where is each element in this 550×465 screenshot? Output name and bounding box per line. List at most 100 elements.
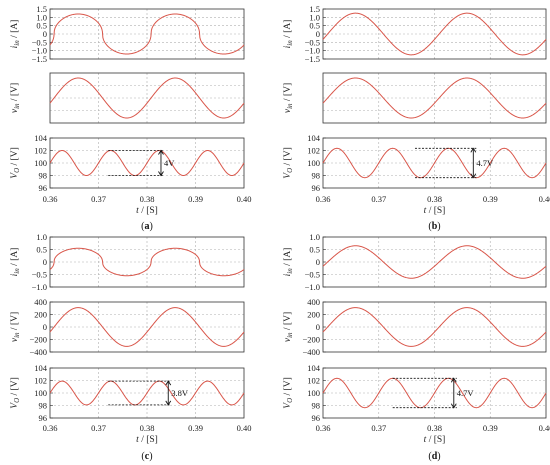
chart-1-xtick-label: 0.38	[427, 194, 442, 204]
chart-1-subplot-0-ylabel-text: iin / [A]	[283, 20, 294, 49]
chart-1-subplot-0-ytick-label: 0	[316, 29, 320, 39]
chart-0-subplot-2-annotation-arrowhead-down	[158, 171, 164, 177]
chart-1-subplot-2-annotation-label: 4.7V	[476, 158, 494, 168]
chart-3-subplot-2-ylabel-text: VO / [V]	[283, 377, 294, 408]
chart-2-subplot-0-ylabel: iin / [A]	[10, 248, 21, 277]
chart-2-subplot-0-ytick-label: −1.0	[32, 282, 47, 292]
chart-2-subplot-0-ylabel-text: iin / [A]	[10, 248, 21, 277]
chart-2-xtick-label: 0.36	[43, 423, 58, 433]
chart-2-subplot-1-ylabel-text: vin / [V]	[10, 312, 21, 342]
chart-0-subplot-0-series-0-line	[49, 13, 245, 55]
chart-2-subplot-0-ytick-label: 1.0	[36, 232, 47, 242]
chart-1-subplot-0-ytick-label: −1.5	[305, 54, 320, 64]
chart-3-subplot-0-ytick-label: 1.0	[309, 232, 320, 242]
chart-1-subplot-2-ylabel-text: VO / [V]	[283, 147, 294, 178]
chart-3-subplot-0-ylabel: iin / [A]	[283, 248, 294, 277]
chart-3-subplot-1-ytick-label: −200	[302, 335, 320, 345]
chart-2-subplot-1-ylabel: vin / [V]	[10, 312, 21, 342]
chart-3-xtick-label: 0.40	[539, 423, 550, 433]
chart-1-xtick-label: 0.39	[483, 194, 498, 204]
chart-1-subplot-1-frame	[322, 72, 547, 124]
chart-2-subplot-0-ytick-label: 0	[43, 257, 47, 267]
chart-2-xtick-label: 0.38	[140, 423, 155, 433]
chart-3-subplot-2-ytick-label: 102	[307, 376, 320, 386]
chart-0-subplot-0-ytick-label: 0.5	[36, 21, 47, 31]
chart-1-caption: (b)	[428, 221, 440, 232]
chart-2-subplot-2-ytick-label: 96	[39, 413, 48, 423]
chart-0-xtick-label: 0.37	[91, 194, 106, 204]
chart-0-subplot-2-annotation-label: 4V	[164, 158, 175, 168]
chart-1-subplot-2-annotation-arrowhead-down	[470, 173, 477, 179]
chart-2-subplot-1-ytick-label: 400	[34, 297, 47, 307]
chart-2-subplot-0-series-0-line	[49, 247, 245, 277]
chart-3-subplot-1-series-0-line	[322, 307, 547, 347]
chart-1-subplot-0-ytick-label: 1.0	[309, 12, 320, 22]
chart-3-xtick-label: 0.39	[483, 423, 498, 433]
chart-0-subplot-0-ytick-label: 1.5	[36, 4, 47, 14]
chart-2-subplot-2-annotation-label: 3.8V	[171, 388, 189, 398]
chart-3-subplot-2-annotation-label: 4.7V	[457, 388, 475, 398]
chart-0-subplot-0-ytick-label: 0	[43, 29, 47, 39]
chart-2-xtick-label: 0.37	[91, 423, 106, 433]
chart-0-subplot-2-ytick-label: 98	[39, 171, 48, 181]
chart-0-subplot-2-ytick-label: 96	[39, 183, 48, 193]
chart-0-subplot-2-ytick-label: 100	[34, 158, 47, 168]
chart-0-subplot-1-ylabel-text: vin / [V]	[10, 83, 21, 113]
chart-3-subplot-0-ytick-label: 0.5	[309, 245, 320, 255]
chart-0-subplot-0-ytick-label: −1.0	[32, 46, 47, 56]
chart-3-xlabel: t / [S]	[424, 435, 446, 445]
chart-3-subplot-2-ylabel: VO / [V]	[283, 377, 294, 408]
chart-3-xtick-label: 0.36	[316, 423, 331, 433]
chart-3-subplot-2-ytick-label: 96	[312, 413, 321, 423]
chart-1-subplot-0-ytick-label: −0.5	[305, 37, 320, 47]
chart-2-subplot-1-series-0-line	[49, 307, 245, 347]
chart-1-subplot-1-ylabel-text: vin / [V]	[283, 83, 294, 113]
chart-3-xtick-label: 0.38	[427, 423, 442, 433]
chart-0-subplot-1-ylabel: vin / [V]	[10, 83, 21, 113]
chart-2-subplot-1-ytick-label: 0	[43, 322, 47, 332]
chart-0-subplot-2-ytick-label: 102	[34, 146, 47, 156]
chart-2-subplot-0-ytick-label: 0.5	[36, 245, 47, 255]
chart-2-subplot-2-series-0-line	[49, 380, 245, 406]
chart-3-subplot-2-annotation-arrowhead-up	[450, 377, 457, 383]
chart-0-subplot-0-ylabel: iin / [A]	[10, 20, 21, 49]
chart-3-subplot-2-ytick-label: 104	[307, 363, 321, 373]
chart-2-subplot-2-annotation-arrowhead-up	[165, 380, 172, 386]
chart-3-subplot-2-ytick-label: 98	[312, 401, 321, 411]
chart-2-subplot-2-ytick-label: 104	[34, 363, 48, 373]
chart-2-subplot-1-ytick-label: 200	[34, 310, 47, 320]
chart-1-subplot-2-annotation-arrowhead-up	[470, 147, 477, 153]
chart-2-subplot-2-annotation-arrowhead-down	[165, 400, 172, 406]
chart-3-subplot-2-annotation-arrowhead-down	[450, 403, 457, 409]
chart-2-subplot-2-ylabel-text: VO / [V]	[10, 377, 21, 408]
chart-1-subplot-2-ytick-label: 96	[312, 183, 321, 193]
chart-1-xtick-label: 0.37	[371, 194, 386, 204]
chart-3-subplot-0-ylabel-text: iin / [A]	[283, 248, 294, 277]
chart-3-subplot-1-ylabel: vin / [V]	[283, 312, 294, 342]
chart-0-xtick-label: 0.38	[140, 194, 155, 204]
chart-2-xtick-label: 0.40	[237, 423, 252, 433]
chart-3-subplot-1-ytick-label: 400	[307, 297, 320, 307]
chart-0-subplot-1-series-0-line	[49, 77, 245, 119]
chart-2-xlabel: t / [S]	[136, 435, 158, 445]
chart-1-subplot-1-ylabel: vin / [V]	[283, 83, 294, 113]
chart-3-subplot-1-ytick-label: 200	[307, 310, 320, 320]
chart-0-subplot-1-frame	[49, 72, 245, 124]
chart-3-subplot-0-ytick-label: −0.5	[305, 270, 320, 280]
chart-0-subplot-0-ytick-label: −0.5	[32, 37, 47, 47]
chart-0-xtick-label: 0.40	[237, 194, 252, 204]
chart-3-subplot-0-ytick-label: 0	[316, 257, 320, 267]
chart-0-subplot-2-ytick-label: 104	[34, 133, 48, 143]
chart-3-xtick-label: 0.37	[371, 423, 386, 433]
chart-1-subplot-0-ytick-label: −1.0	[305, 46, 320, 56]
chart-0-subplot-2-ylabel-text: VO / [V]	[10, 147, 21, 178]
chart-2-subplot-1-ytick-label: −200	[29, 335, 47, 345]
chart-1-xtick-label: 0.36	[316, 194, 331, 204]
chart-2-subplot-2-ytick-label: 100	[34, 388, 47, 398]
chart-1-subplot-2-ytick-label: 98	[312, 171, 321, 181]
chart-0-subplot-0-ytick-label: −1.5	[32, 54, 47, 64]
chart-2-subplot-2-ytick-label: 98	[39, 401, 48, 411]
chart-3-subplot-0-ytick-label: −1.0	[305, 282, 320, 292]
chart-1-subplot-0-ytick-label: 0.5	[309, 21, 320, 31]
